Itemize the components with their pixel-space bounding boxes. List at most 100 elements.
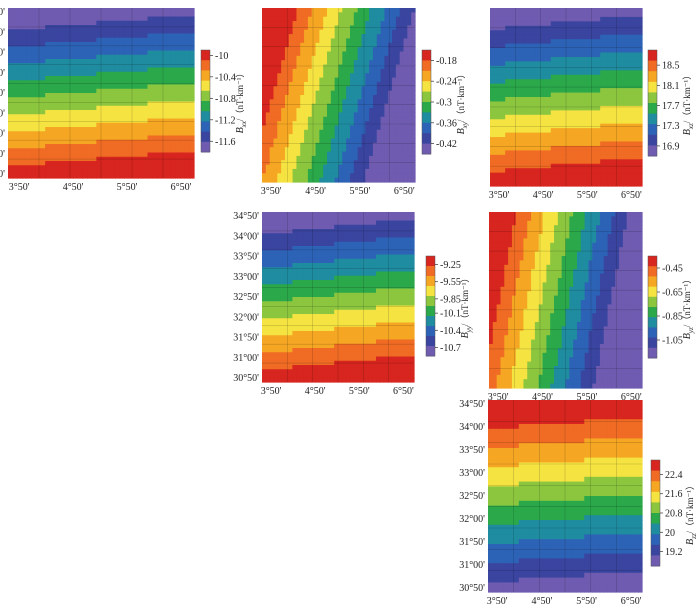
heatmap-cell — [147, 84, 153, 90]
heatmap-cell — [110, 59, 116, 64]
heatmap-cell — [588, 141, 594, 147]
heatmap-cell — [21, 59, 28, 64]
heatmap-cell — [17, 54, 23, 60]
heatmap-cell — [110, 161, 116, 166]
heatmap-cell — [338, 90, 343, 96]
heatmap-cell — [110, 76, 116, 81]
heatmap-cell — [35, 127, 42, 132]
heatmap-cell — [311, 177, 317, 183]
heatmap-cell — [376, 16, 382, 22]
heatmap-cell — [524, 172, 529, 178]
heatmap-cell — [342, 8, 347, 13]
heatmap-cell — [528, 48, 533, 54]
heatmap-cell — [273, 34, 278, 40]
heatmap-cell — [558, 61, 563, 67]
heatmap-cell — [269, 155, 275, 161]
heatmap-cell — [509, 34, 514, 40]
heatmap-cell — [180, 139, 186, 145]
heatmap-cell — [626, 88, 632, 94]
heatmap-cell — [265, 116, 271, 122]
heatmap-cell — [558, 30, 563, 36]
heatmap-cell — [600, 12, 605, 18]
heatmap-cell — [342, 95, 347, 100]
heatmap-cell — [31, 88, 37, 94]
heatmap-cell — [17, 93, 23, 98]
heatmap-cell — [124, 114, 130, 120]
heatmap-cell — [59, 148, 65, 154]
heatmap-cell — [311, 160, 317, 166]
heatmap-cell — [175, 135, 181, 141]
heatmap-cell — [619, 74, 624, 80]
heatmap-cell — [384, 38, 389, 44]
heatmap-cell — [516, 8, 521, 14]
heatmap-cell — [516, 101, 521, 107]
heatmap-cell — [505, 154, 510, 160]
heatmap-cell — [493, 52, 499, 58]
heatmap-cell — [315, 177, 320, 183]
heatmap-cell — [630, 12, 635, 18]
heatmap-cell — [535, 21, 540, 27]
heatmap-cell — [133, 110, 139, 115]
heatmap-cell — [524, 8, 529, 14]
heatmap-cell — [342, 134, 347, 140]
heatmap-cell — [311, 55, 317, 61]
heatmap-cell — [277, 81, 282, 87]
heatmap-cell — [68, 33, 74, 39]
heatmap-cell — [388, 51, 393, 57]
heatmap-cell — [265, 12, 271, 18]
heatmap-cell — [505, 74, 510, 80]
colorbar-tick-label: 18.5 — [662, 61, 680, 72]
heatmap-cell — [327, 103, 332, 109]
heatmap-cell — [296, 95, 301, 100]
heatmap-cell — [524, 141, 529, 147]
heatmap-cell — [21, 114, 28, 120]
heatmap-cell — [611, 52, 616, 58]
heatmap-cell — [411, 60, 416, 66]
heatmap-cell — [175, 118, 181, 124]
heatmap-cell — [520, 65, 525, 71]
heatmap-cell — [119, 173, 125, 179]
heatmap-cell — [380, 8, 385, 13]
heatmap-cell — [376, 55, 382, 61]
heatmap-cell — [63, 110, 70, 115]
heatmap-cell — [54, 156, 60, 162]
heatmap-cell — [638, 52, 643, 58]
heatmap-cell — [516, 132, 521, 138]
heatmap-cell — [528, 172, 533, 178]
heatmap-cell — [319, 116, 324, 122]
heatmap-cell — [161, 88, 167, 94]
heatmap-cell — [600, 172, 605, 178]
heatmap-cell — [573, 56, 578, 62]
heatmap-cell — [566, 12, 571, 18]
heatmap-cell — [68, 93, 74, 98]
heatmap-cell — [411, 108, 416, 113]
heatmap-cell — [497, 79, 502, 85]
heatmap-cell — [573, 123, 578, 129]
heatmap-cell — [516, 34, 521, 40]
heatmap-cell — [531, 30, 537, 36]
heatmap-cell — [152, 76, 158, 81]
heatmap-cell — [403, 112, 408, 118]
heatmap-cell — [372, 60, 378, 66]
heatmap-cell — [175, 20, 181, 26]
heatmap-cell — [634, 137, 639, 143]
heatmap-cell — [124, 71, 130, 77]
heatmap-cell — [592, 132, 597, 138]
heatmap-cell — [87, 63, 93, 69]
heatmap-cell — [124, 169, 130, 175]
heatmap-cell — [607, 34, 613, 40]
heatmap-cell — [147, 29, 153, 35]
heatmap-cell — [577, 48, 582, 54]
heatmap-cell — [63, 114, 70, 120]
heatmap-cell — [265, 229, 271, 234]
heatmap-cell — [12, 20, 18, 26]
heatmap-cell — [520, 48, 525, 54]
heatmap-cell — [573, 150, 578, 156]
heatmap-cell — [26, 71, 32, 77]
panel-bxy: 3°50' 4°50' 5°50' 6°50'-0.18-0.24-0.3-0.36-… — [261, 8, 469, 197]
heatmap-cell — [133, 33, 139, 39]
heatmap-cell — [634, 70, 639, 76]
heatmap-cell — [490, 137, 495, 143]
heatmap-cell — [569, 25, 575, 31]
heatmap-cell — [600, 74, 605, 80]
